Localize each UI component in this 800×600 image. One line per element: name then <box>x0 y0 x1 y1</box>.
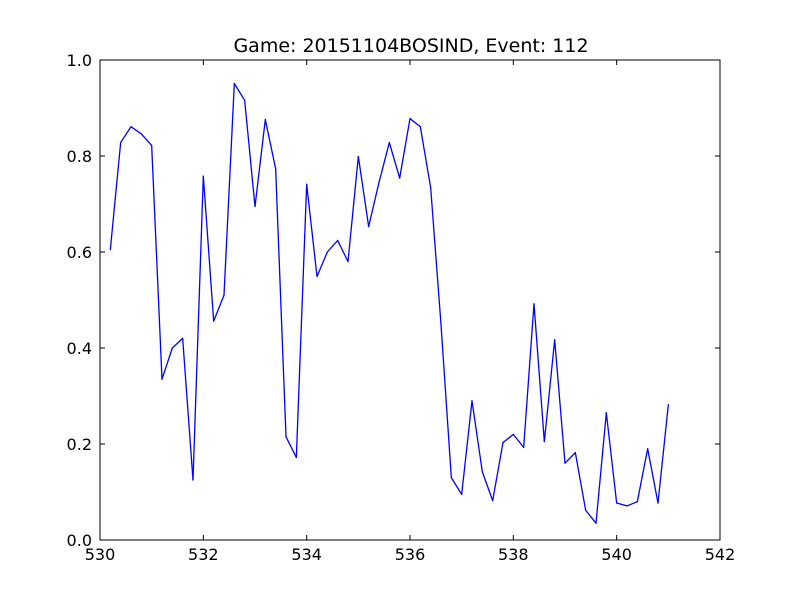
line-segment <box>388 141 401 179</box>
y-tick-label: 0.2 <box>67 435 92 454</box>
line-segment <box>295 183 308 459</box>
axis-ticks: 530 532 534 536 538 540 542 0.0 0.2 0.4 0.6 0.8 1.0 <box>67 51 736 564</box>
line-segment <box>554 339 566 464</box>
line-segment <box>337 239 349 263</box>
line-segment <box>461 400 473 496</box>
line-segment <box>512 433 525 449</box>
y-tick-label: 0.8 <box>67 147 92 166</box>
line-segment <box>543 339 556 443</box>
series-layer <box>109 82 669 524</box>
line-segment <box>130 126 142 135</box>
line-segment <box>574 451 587 511</box>
line-segment <box>347 155 359 263</box>
line-segment <box>244 99 256 208</box>
line-segment <box>151 144 163 380</box>
line-segment <box>161 347 173 380</box>
line-segment <box>192 175 204 481</box>
x-tick-label: 542 <box>705 545 736 564</box>
line-segment <box>523 303 535 449</box>
line-segment <box>471 400 483 473</box>
x-tick-label: 538 <box>498 545 529 564</box>
line-segment <box>182 337 194 481</box>
x-tick-label: 540 <box>601 545 632 564</box>
line-segment <box>171 337 184 349</box>
x-tick-label: 534 <box>291 545 322 564</box>
x-tick-label: 530 <box>85 545 116 564</box>
line-segment <box>233 82 246 101</box>
line-segment <box>492 441 504 502</box>
line-segment <box>605 412 618 504</box>
line-segment <box>306 183 318 278</box>
line-segment <box>254 118 266 208</box>
line-segment <box>357 155 370 228</box>
line-segment <box>657 403 669 504</box>
line-segment <box>585 509 597 524</box>
line-segment <box>636 448 649 503</box>
x-tick-label: 532 <box>188 545 219 564</box>
series-line <box>109 82 669 524</box>
line-segment <box>595 412 607 524</box>
line-segment <box>399 117 411 179</box>
line-segment <box>647 448 659 504</box>
line-segment <box>626 500 638 507</box>
line-segment <box>264 118 277 170</box>
line-segment <box>202 175 215 322</box>
y-tick-label: 0.6 <box>67 243 92 262</box>
y-tick-label: 0.4 <box>67 339 92 358</box>
line-segment <box>481 471 494 502</box>
plot-frame <box>99 59 721 541</box>
line-segment <box>120 126 132 144</box>
line-segment <box>378 141 390 184</box>
line-segment <box>326 239 339 253</box>
line-segment <box>409 117 421 128</box>
line-segment <box>140 133 153 147</box>
chart-title: Game: 20151104BOSIND, Event: 112 <box>233 35 588 57</box>
line-segment <box>223 82 235 296</box>
line-segment <box>564 451 576 464</box>
line-segment <box>368 181 380 228</box>
y-tick-label: 0.0 <box>67 531 92 550</box>
line-segment <box>616 502 628 507</box>
line-segment <box>285 436 297 459</box>
line-segment <box>109 141 122 251</box>
line-segment <box>275 168 287 438</box>
line-segment <box>450 476 463 496</box>
line-segment <box>213 294 225 322</box>
line-segment <box>502 433 514 444</box>
line-segment <box>316 251 328 278</box>
line-segment <box>440 323 452 479</box>
x-tick-label: 536 <box>395 545 426 564</box>
line-segment <box>430 187 442 326</box>
line-segment <box>533 303 545 443</box>
line-segment <box>419 126 432 189</box>
y-tick-label: 1.0 <box>67 51 92 70</box>
